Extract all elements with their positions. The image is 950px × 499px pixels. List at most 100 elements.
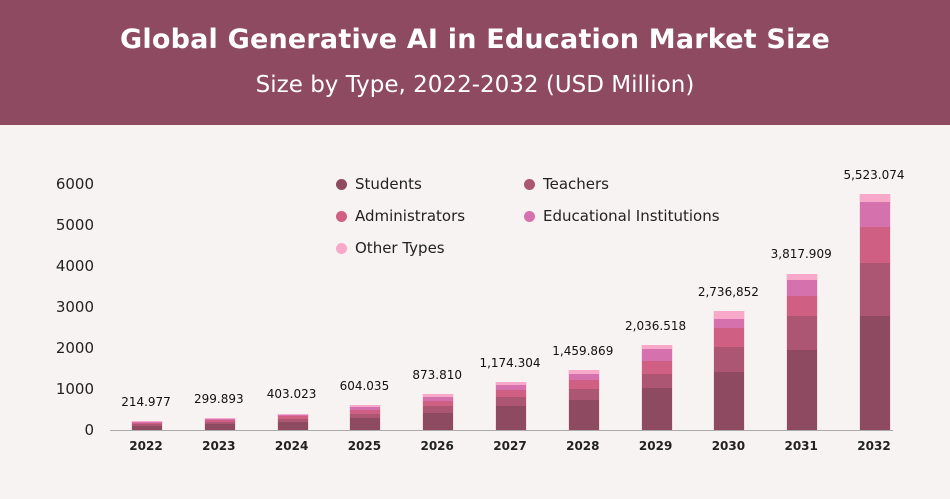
x-tick: 2023 — [202, 439, 236, 453]
value-label: 2,736,852 — [697, 284, 759, 299]
bar-segment — [714, 311, 745, 320]
y-tick: 6000 — [55, 175, 94, 193]
bar-segment — [860, 263, 890, 317]
bar-2029 — [640, 345, 673, 430]
bar-segment — [496, 389, 526, 398]
bar-2022 — [131, 421, 163, 430]
bar-segment — [860, 194, 890, 203]
bar-segment — [641, 373, 672, 388]
bar-segment — [350, 409, 381, 414]
x-tick: 2027 — [493, 439, 527, 453]
bar-segment — [350, 405, 381, 407]
value-label: 1,459.869 — [552, 344, 614, 359]
stacked-bar-chart: 6000 5000 4000 3000 2000 1000 0 Students… — [0, 125, 950, 499]
bar-segment — [787, 273, 818, 280]
value-label: 1,174.304 — [479, 355, 541, 370]
legend-dot-icon — [524, 178, 535, 190]
bar-segment — [350, 413, 381, 419]
bar-segment — [423, 394, 454, 397]
bar-segment — [496, 405, 526, 430]
bar-segment — [277, 414, 308, 417]
bar-segment — [568, 370, 599, 374]
x-tick: 2022 — [129, 439, 163, 453]
legend-item-educational-institutions: Educational Institutions — [524, 207, 720, 225]
x-tick: 2030 — [711, 439, 746, 453]
value-label: 2,036.518 — [625, 319, 687, 334]
bar-segment — [787, 295, 818, 317]
bar-segment — [132, 421, 162, 423]
bar-segment — [277, 421, 308, 430]
bar-2027 — [495, 381, 527, 430]
value-label: 873.810 — [412, 368, 462, 383]
chart-subtitle: Size by Type, 2022-2032 (USD Million) — [255, 72, 695, 98]
bar-segment — [860, 202, 890, 228]
legend-item-other-types: Other Types — [336, 239, 445, 257]
legend-label: Educational Institutions — [543, 207, 720, 225]
bar-segment — [350, 406, 381, 410]
bar-segment — [568, 399, 599, 430]
bar-segment — [641, 345, 672, 349]
bar-segment — [132, 425, 162, 430]
bar-2031 — [786, 273, 819, 430]
x-tick: 2024 — [274, 439, 309, 453]
bar-segment — [860, 227, 890, 264]
x-tick: 2026 — [420, 439, 454, 453]
x-tick: 2031 — [784, 439, 818, 453]
bar-2024 — [276, 413, 309, 430]
bar-2025 — [349, 405, 382, 430]
value-label: 299.893 — [193, 391, 244, 406]
bar-2030 — [713, 311, 746, 430]
y-tick: 3000 — [55, 298, 94, 316]
bar-segment — [641, 361, 672, 374]
bar-2028 — [567, 370, 600, 430]
chart-header: Global Generative AI in Education Market… — [0, 0, 950, 125]
bar-segment — [641, 387, 672, 430]
bar-segment — [860, 316, 890, 430]
bar-segment — [496, 397, 526, 406]
legend-item-teachers: Teachers — [524, 175, 609, 193]
bar-segment — [204, 419, 235, 422]
bar-segment — [423, 396, 454, 401]
value-label: 604.035 — [339, 379, 390, 394]
value-label: 403.023 — [266, 387, 317, 402]
x-tick: 2028 — [566, 439, 600, 453]
legend-dot-icon — [524, 210, 535, 222]
bar-segment — [132, 422, 162, 425]
bar-segment — [568, 380, 599, 389]
bar-segment — [714, 319, 745, 329]
bar-segment — [204, 418, 235, 420]
legend-dot-icon — [336, 178, 347, 190]
bar-segment — [350, 418, 381, 430]
legend-dot-icon — [336, 210, 347, 222]
y-tick: 4000 — [55, 257, 94, 275]
bar-segment — [714, 347, 745, 372]
bar-segment — [787, 350, 818, 430]
bar-2026 — [422, 394, 455, 430]
legend-label: Other Types — [355, 239, 445, 257]
bar-segment — [714, 328, 745, 347]
y-tick: 5000 — [55, 216, 94, 234]
bar-segment — [132, 422, 162, 423]
legend-label: Teachers — [543, 175, 609, 193]
x-tick: 2032 — [857, 439, 891, 453]
value-label: 5,523.074 — [843, 168, 905, 183]
chart-title: Global Generative AI in Education Market… — [120, 24, 830, 55]
bar-segment — [787, 316, 818, 351]
bar-2032 — [859, 194, 891, 430]
bar-segment — [277, 413, 308, 415]
y-tick: 2000 — [55, 339, 94, 357]
x-tick: 2025 — [347, 439, 382, 453]
bar-segment — [204, 417, 235, 419]
bar-segment — [641, 348, 672, 362]
legend-item-administrators: Administrators — [336, 207, 465, 225]
value-label: 214.977 — [121, 395, 171, 410]
bar-segment — [787, 279, 818, 296]
bar-segment — [496, 381, 526, 385]
legend-label: Administrators — [355, 207, 466, 225]
bar-segment — [423, 400, 454, 407]
value-label: 3,817.909 — [770, 247, 832, 262]
bar-segment — [568, 373, 599, 381]
bar-segment — [496, 384, 526, 390]
y-tick: 0 — [84, 421, 94, 439]
bar-segment — [204, 421, 235, 425]
